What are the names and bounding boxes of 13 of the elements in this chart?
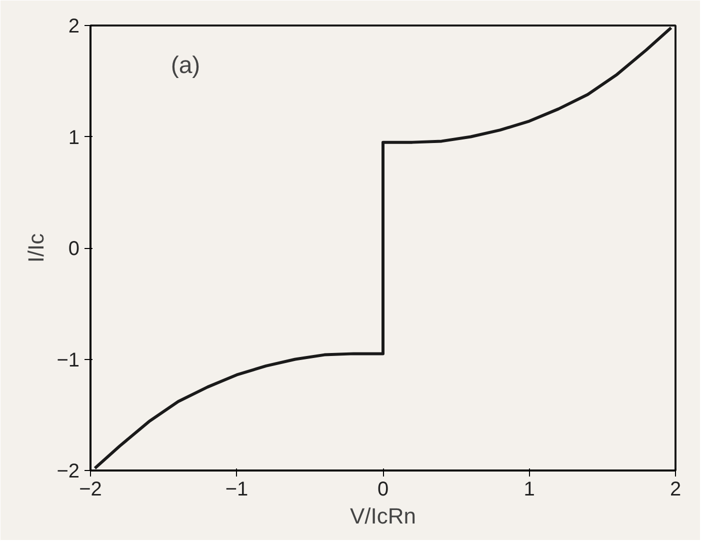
x-tick-label: 2: [670, 478, 682, 500]
x-tick-label: 1: [524, 478, 535, 500]
y-tick-label: −2: [56, 460, 80, 482]
line-series: [93, 26, 673, 470]
y-axis-title: I/Ic: [24, 233, 49, 263]
x-tick-label: −1: [225, 478, 248, 500]
y-tick-label: 0: [68, 238, 80, 260]
x-tick-label: 0: [377, 478, 389, 500]
y-tick-label: −1: [56, 349, 80, 372]
y-tick-label: 1: [68, 126, 80, 149]
y-tick-label: 2: [68, 16, 80, 38]
x-axis-title: V/IcRn: [350, 504, 416, 528]
annotation: (a): [170, 52, 200, 79]
